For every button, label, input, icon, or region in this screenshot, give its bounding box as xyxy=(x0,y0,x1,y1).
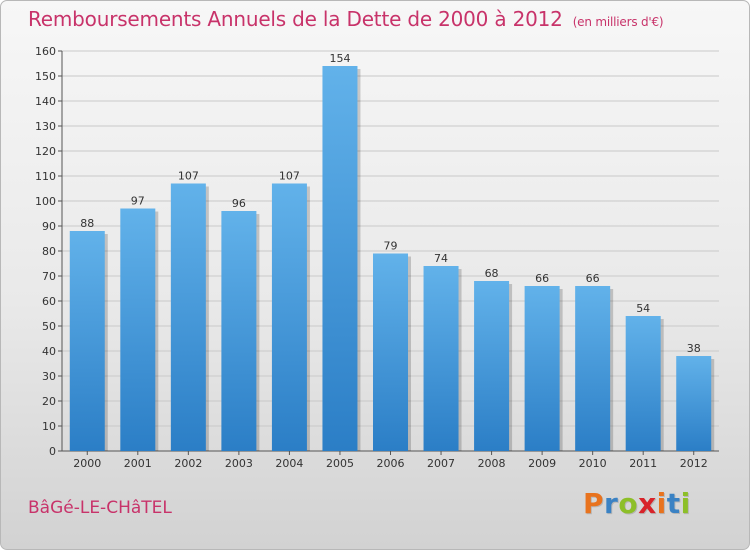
bar-2003 xyxy=(221,211,257,451)
y-tick-label: 100 xyxy=(35,195,56,208)
y-tick-label: 130 xyxy=(35,120,56,133)
y-tick-label: 110 xyxy=(35,170,56,183)
y-tick-label: 0 xyxy=(49,445,56,458)
bar-2006 xyxy=(373,253,408,451)
y-tick-label: 70 xyxy=(42,270,56,283)
logo-letter: r xyxy=(604,487,619,520)
bar-2011 xyxy=(625,316,661,451)
data-label-2009: 66 xyxy=(535,272,549,285)
x-tick-label-2000: 2000 xyxy=(73,457,101,470)
bar-2001 xyxy=(120,208,156,451)
x-tick-label-2010: 2010 xyxy=(579,457,607,470)
logo-letter: P xyxy=(583,487,605,520)
data-label-2001: 97 xyxy=(131,195,145,208)
bar-2004 xyxy=(271,183,307,451)
data-label-2004: 107 xyxy=(279,170,300,183)
data-label-2005: 154 xyxy=(329,52,350,65)
y-tick-label: 90 xyxy=(42,220,56,233)
y-tick-label: 20 xyxy=(42,395,56,408)
bar-2009 xyxy=(524,286,560,451)
bar-2012 xyxy=(676,356,712,451)
bar-2000 xyxy=(69,231,105,451)
x-tick-label-2009: 2009 xyxy=(528,457,556,470)
logo-letter: i xyxy=(656,487,667,520)
bars xyxy=(69,66,715,451)
commune-name: BâGé-LE-CHâTEL xyxy=(28,498,172,518)
data-label-2007: 74 xyxy=(434,252,448,265)
y-tick-label: 140 xyxy=(35,95,56,108)
axes: 0 10 20 30 40 50 60 70 80 90 100 110 120 130 140 150 160… xyxy=(35,45,719,470)
x-tick-label-2008: 2008 xyxy=(478,457,506,470)
chart-title: Remboursements Annuels de la Dette de 20… xyxy=(28,7,664,31)
y-tick-label: 50 xyxy=(42,320,56,333)
logo-letter: x xyxy=(638,487,657,520)
x-tick-label-2005: 2005 xyxy=(326,457,354,470)
bar-2007 xyxy=(423,266,459,451)
data-label-2000: 88 xyxy=(80,217,94,230)
x-tick-label-2012: 2012 xyxy=(680,457,708,470)
x-tick-label-2003: 2003 xyxy=(225,457,253,470)
data-label-2008: 68 xyxy=(485,267,499,280)
data-label-2010: 66 xyxy=(586,272,600,285)
chart-title-text: Remboursements Annuels de la Dette de 20… xyxy=(28,7,563,31)
logo-letter: t xyxy=(666,487,681,520)
bar-2008 xyxy=(474,281,510,451)
y-tick-label: 40 xyxy=(42,345,56,358)
x-tick-label-2007: 2007 xyxy=(427,457,455,470)
bar-2005 xyxy=(322,66,358,451)
proxiti-logo[interactable]: Proxiti xyxy=(583,487,691,520)
x-tick-label-2006: 2006 xyxy=(377,457,405,470)
data-label-2006: 79 xyxy=(384,240,398,253)
data-label-2002: 107 xyxy=(178,170,199,183)
y-tick-label: 150 xyxy=(35,70,56,83)
y-tick-label: 10 xyxy=(42,420,56,433)
data-label-2012: 38 xyxy=(687,342,701,355)
labels: 88 97 107 96 107 154 79 74 68 66 66 54 38 xyxy=(80,52,700,355)
bar-2002 xyxy=(170,183,206,451)
x-tick-label-2002: 2002 xyxy=(174,457,202,470)
y-tick-label: 160 xyxy=(35,45,56,58)
data-label-2003: 96 xyxy=(232,197,246,210)
chart-subtitle: (en milliers d'€) xyxy=(572,15,664,29)
bar-2010 xyxy=(575,286,611,451)
y-tick-label: 60 xyxy=(42,295,56,308)
y-tick-label: 120 xyxy=(35,145,56,158)
y-tick-label: 80 xyxy=(42,245,56,258)
x-tick-label-2011: 2011 xyxy=(629,457,657,470)
y-tick-label: 30 xyxy=(42,370,56,383)
x-tick-label-2004: 2004 xyxy=(275,457,303,470)
logo-letter: i xyxy=(680,487,691,520)
x-tick-label-2001: 2001 xyxy=(124,457,152,470)
data-label-2011: 54 xyxy=(636,302,650,315)
logo-letter: o xyxy=(618,487,639,520)
